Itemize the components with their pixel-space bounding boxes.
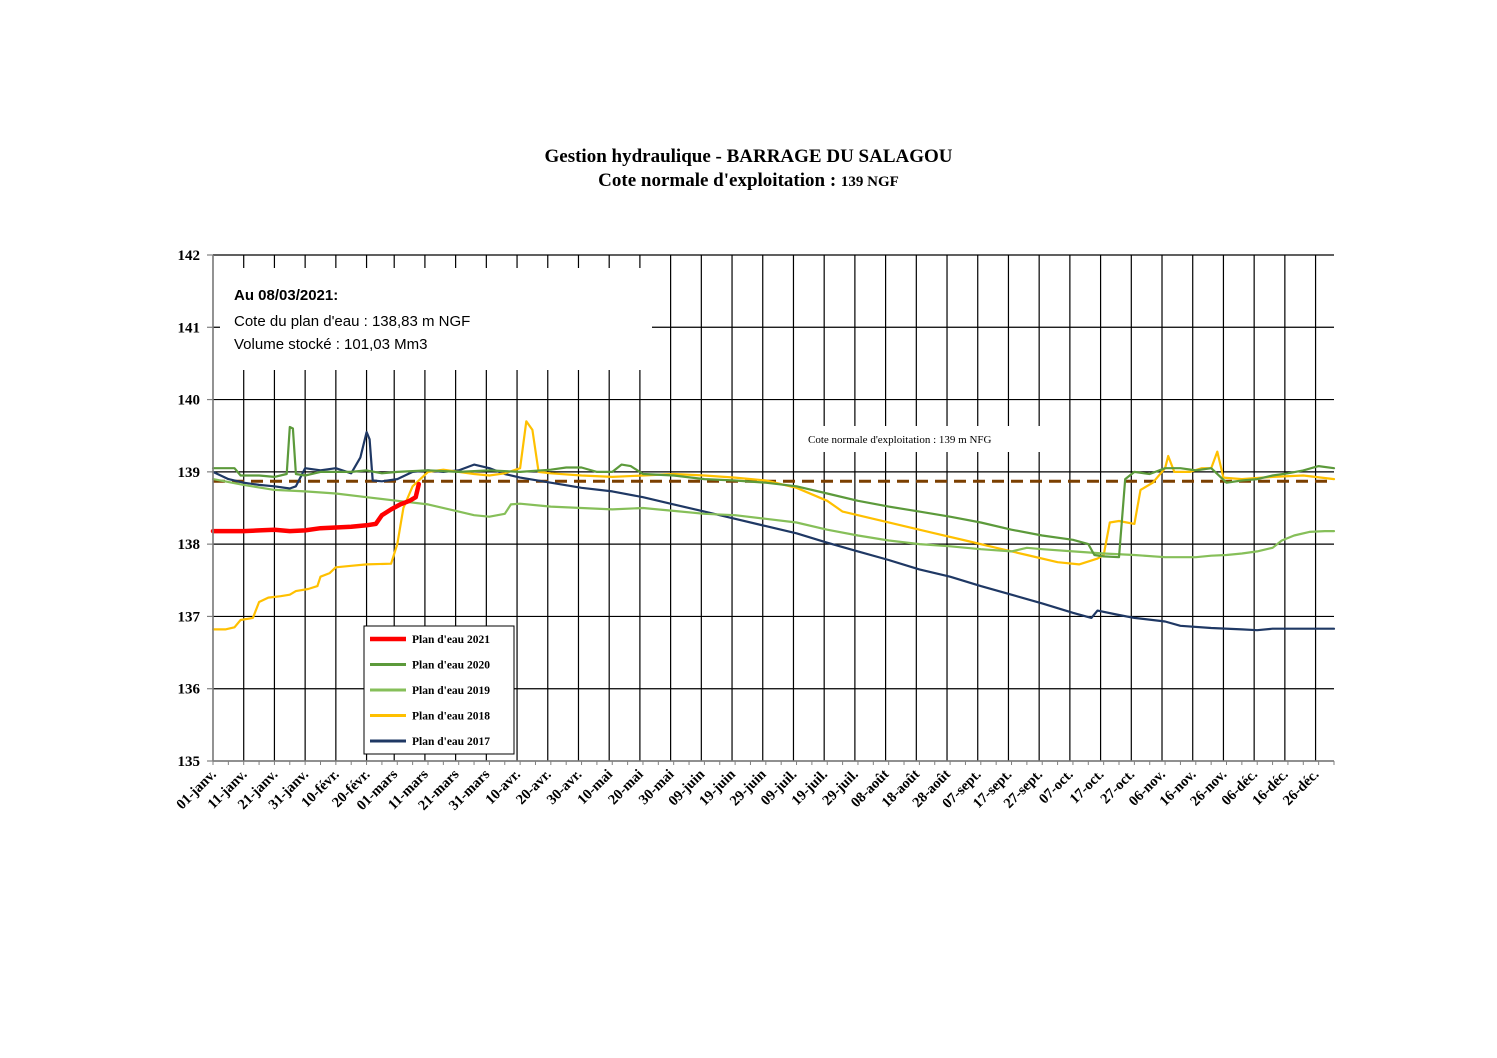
chart-subtitle: Cote normale d'exploitation : 139 NGF <box>0 169 1497 194</box>
reference-annotation: Cote normale d'exploitation : 139 m NFG <box>808 434 992 446</box>
legend-label: Plan d'eau 2019 <box>412 685 490 697</box>
legend-label: Plan d'eau 2018 <box>412 711 490 723</box>
legend-label: Plan d'eau 2020 <box>412 660 490 672</box>
y-tick-label: 139 <box>178 465 201 481</box>
y-tick-label: 135 <box>178 754 201 770</box>
legend-label: Plan d'eau 2017 <box>412 736 490 748</box>
series-group <box>210 420 1336 632</box>
legend-label: Plan d'eau 2021 <box>412 634 490 646</box>
series-line <box>211 425 1336 559</box>
y-tick-label: 138 <box>178 537 201 553</box>
series-line <box>211 420 1336 631</box>
reference-annotation-box <box>798 426 1042 452</box>
y-tick-label: 137 <box>178 609 201 625</box>
series-line <box>211 431 1336 632</box>
series-line <box>211 478 1336 559</box>
y-axis-ticks: 135 136 137 138 139 140 141 142 <box>178 248 213 770</box>
chart-subtitle-unit: 139 NGF <box>840 174 899 190</box>
legend: Plan d'eau 2021 Plan d'eau 2020 Plan d'eau… <box>363 625 515 755</box>
info-box-volume: Volume stocké : 101,03 Mm3 <box>234 336 427 353</box>
y-tick-label: 142 <box>178 248 201 264</box>
info-box-level: Cote du plan d'eau : 138,83 m NGF <box>234 313 470 330</box>
y-tick-label: 141 <box>178 320 201 336</box>
x-axis-ticks: 01-janv.11-janv.21-janv.31-janv.10-févr.… <box>173 761 1335 814</box>
info-box-title: Au 08/03/2021: <box>234 287 338 304</box>
y-tick-label: 136 <box>178 682 201 698</box>
series-line <box>210 481 422 534</box>
chart-title: Gestion hydraulique - BARRAGE DU SALAGOU <box>544 146 953 167</box>
y-tick-label: 140 <box>178 393 201 409</box>
chart-subtitle-main: Cote normale d'exploitation : <box>598 170 841 191</box>
info-box <box>220 268 652 370</box>
chart-title-block: Gestion hydraulique - BARRAGE DU SALAGOU… <box>0 145 1497 194</box>
